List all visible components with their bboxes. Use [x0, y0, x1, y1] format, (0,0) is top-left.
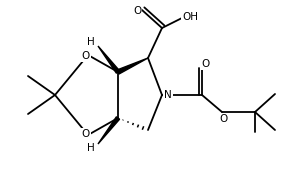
Text: H: H	[87, 37, 95, 47]
Text: O: O	[219, 114, 227, 124]
Text: N: N	[164, 90, 172, 100]
Text: OH: OH	[182, 12, 198, 22]
Text: O: O	[82, 51, 90, 61]
Polygon shape	[117, 58, 148, 74]
Polygon shape	[98, 46, 119, 73]
Text: O: O	[201, 59, 209, 69]
Text: H: H	[87, 143, 95, 153]
Text: O: O	[82, 129, 90, 139]
Text: O: O	[133, 6, 141, 16]
Polygon shape	[98, 117, 119, 144]
